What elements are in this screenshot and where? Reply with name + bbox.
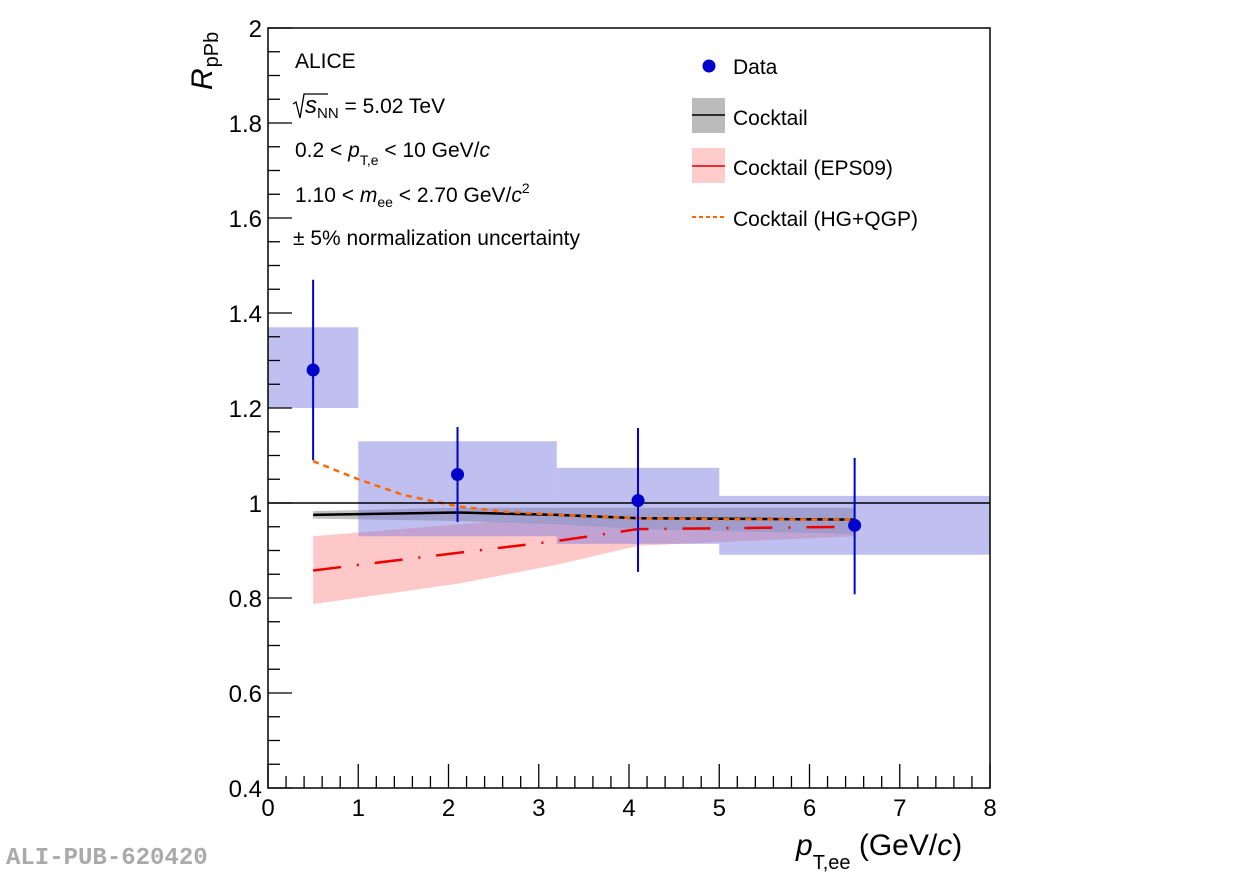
- bands-layer: [313, 507, 855, 605]
- legend-entry-data: Data: [702, 56, 778, 79]
- y-tick-label: 1.4: [229, 301, 262, 328]
- data-marker-icon: [702, 59, 716, 73]
- data-point-1: [306, 363, 320, 377]
- data-point-3: [631, 494, 645, 508]
- y-tick-label: 0.6: [229, 681, 262, 708]
- x-tick-label: 1: [352, 795, 365, 822]
- cocktail-line: [313, 511, 855, 521]
- legend-entry-eps09: Cocktail (EPS09): [692, 148, 893, 183]
- x-tick-label: 7: [893, 795, 906, 822]
- systematic-boxes-layer: [268, 327, 990, 555]
- x-tick-label: 6: [803, 795, 816, 822]
- svg-text:Cocktail: Cocktail: [733, 107, 808, 130]
- x-tick-label: 0: [261, 795, 274, 822]
- normalization-label: ± 5% normalization uncertainty: [293, 227, 580, 250]
- y-tick-label: 1.6: [229, 206, 262, 233]
- y-tick-label: 1: [249, 491, 262, 518]
- x-tick-label: 8: [983, 795, 996, 822]
- hgqgp-line: [312, 460, 855, 521]
- legend: Data Cocktail Cocktail (EPS09) Cocktail …: [692, 56, 918, 231]
- y-tick-label: 0.8: [229, 586, 262, 613]
- x-axis-title: pT,ee (GeV/c): [795, 829, 962, 874]
- experiment-label: ALICE: [295, 50, 356, 73]
- axes-layer: 0.4 0.6 0.8 1 1.2 1.4 1.6 1.8 2 0 1 2 3 4 5 6 7 8: [229, 16, 997, 822]
- svg-text:Cocktail (EPS09): Cocktail (EPS09): [733, 157, 893, 180]
- y-tick-label: 0.4: [229, 776, 262, 803]
- svg-text:Cocktail (HG+QGP): Cocktail (HG+QGP): [733, 208, 918, 231]
- data-point-2: [451, 468, 465, 481]
- x-tick-label: 2: [442, 795, 455, 822]
- legend-entry-cocktail: Cocktail: [692, 98, 808, 133]
- energy-label: sNN = 5.02 TeV: [292, 92, 445, 122]
- y-tick-label: 2: [249, 16, 262, 43]
- mass-cut-label: 1.10 < mee < 2.70 GeV/c2: [295, 180, 530, 210]
- y-tick-label: 1.2: [229, 396, 262, 423]
- plot-frame: [267, 27, 991, 789]
- data-points-layer: [306, 279, 862, 595]
- sqrt-icon: [292, 93, 328, 119]
- legend-entry-hgqgp: Cocktail (HG+QGP): [692, 208, 918, 231]
- y-axis-title: RpPb: [186, 32, 223, 90]
- eps09-line: [312, 525, 855, 572]
- y-tick-label: 1.8: [229, 111, 262, 138]
- data-point-4: [848, 518, 862, 532]
- watermark-label: ALI-PUB-620420: [6, 845, 208, 872]
- x-tick-label: 3: [532, 795, 545, 822]
- svg-text:Data: Data: [733, 56, 778, 79]
- eps09-uncertainty-band: [313, 512, 855, 605]
- x-tick-label: 5: [713, 795, 726, 822]
- pt-cut-label: 0.2 < pT,e < 10 GeV/c: [295, 139, 491, 168]
- annotation-block: ALICE sNN = 5.02 TeV 0.2 < pT,e < 10 GeV…: [292, 50, 580, 250]
- x-tick-label: 4: [622, 795, 635, 822]
- svg-text:sNN = 5.02 TeV: sNN = 5.02 TeV: [305, 92, 445, 122]
- cocktail-uncertainty-band: [313, 507, 855, 534]
- model-lines-layer: [312, 460, 855, 572]
